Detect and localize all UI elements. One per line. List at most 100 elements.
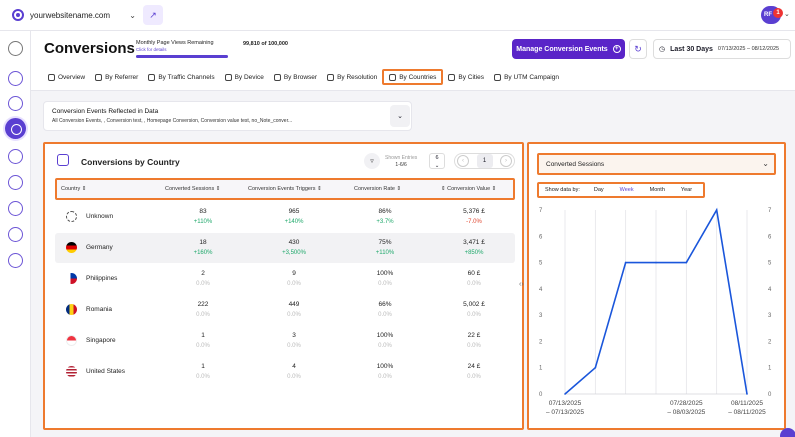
help-icon[interactable] bbox=[780, 428, 795, 437]
cell-value: 1 bbox=[201, 363, 205, 370]
cell-value: 22 £ 0.0% bbox=[444, 331, 504, 351]
tab-label: By Referrer bbox=[105, 73, 139, 81]
external-link-icon[interactable]: ↗ bbox=[143, 5, 163, 25]
col-country[interactable]: Country ⇕ bbox=[61, 186, 87, 192]
current-page[interactable]: 1 bbox=[476, 154, 493, 168]
tab-by-browser[interactable]: By Browser bbox=[269, 69, 322, 85]
plus-icon: + bbox=[612, 45, 621, 53]
table-row[interactable]: United States 1 0.0% 4 0.0% 100% 0.0% 24 £ 0.0% bbox=[55, 357, 515, 387]
country-name: Singapore bbox=[86, 337, 116, 344]
cell-delta: +3.7% bbox=[376, 219, 394, 225]
tab-by-referrer[interactable]: By Referrer bbox=[90, 69, 143, 85]
per-page-value: 6 bbox=[435, 155, 439, 161]
y-tick-label-left: 4 bbox=[539, 287, 543, 293]
integrations-icon[interactable] bbox=[8, 253, 23, 268]
tab-by-resolution[interactable]: By Resolution bbox=[322, 69, 382, 85]
show-by-week[interactable]: Week bbox=[619, 187, 634, 193]
analytics-icon[interactable] bbox=[8, 71, 23, 86]
tab-by-countries[interactable]: By Countries bbox=[382, 69, 444, 85]
show-by-year[interactable]: Year bbox=[680, 187, 693, 193]
table-row[interactable]: Unknown 83 +110% 965 +140% 86% +3.7% 5,376 £ -7.… bbox=[55, 202, 515, 232]
tab-by-traffic-channels[interactable]: By Traffic Channels bbox=[143, 69, 219, 85]
survey-icon[interactable] bbox=[8, 175, 23, 190]
cell-value: 83 bbox=[199, 208, 207, 215]
tab-overview[interactable]: Overview bbox=[43, 69, 90, 85]
tab-label: By Countries bbox=[399, 73, 437, 81]
y-tick-label-left: 7 bbox=[539, 208, 543, 214]
collapse-icon[interactable] bbox=[8, 41, 23, 56]
show-by-day[interactable]: Day bbox=[593, 187, 604, 193]
y-tick-label-right: 1 bbox=[768, 366, 772, 372]
chevron-down-icon[interactable]: ⌄ bbox=[784, 11, 790, 18]
tab-label: By Resolution bbox=[337, 73, 378, 81]
shield-icon[interactable] bbox=[8, 201, 23, 216]
shown-entries: Shown Entries 1-6/6 bbox=[385, 155, 417, 169]
x-tick-label: – 08/03/2025 bbox=[667, 409, 705, 416]
device-icon bbox=[224, 73, 232, 81]
cell-triggers: 9 0.0% bbox=[264, 269, 324, 289]
table-icon bbox=[57, 154, 69, 166]
resize-handle[interactable]: ‹› bbox=[519, 281, 524, 288]
cell-sessions: 1 0.0% bbox=[173, 331, 233, 351]
notification-badge: 1 bbox=[773, 8, 783, 18]
site-selector[interactable]: yourwebsitename.com ⌄ bbox=[12, 6, 136, 24]
panel-title: Conversions by Country bbox=[81, 157, 180, 167]
y-tick-label-right: 3 bbox=[768, 313, 772, 319]
site-name: yourwebsitename.com bbox=[30, 10, 111, 20]
entries-per-page-select[interactable]: 6 ⌄ bbox=[429, 153, 445, 169]
cell-value: 3,471 £ +850% bbox=[444, 238, 504, 258]
cell-value: 24 £ 0.0% bbox=[444, 362, 504, 382]
col-conversion-rate[interactable]: Conversion Rate ⇕ bbox=[354, 186, 402, 192]
show-by-month[interactable]: Month bbox=[649, 187, 665, 193]
col-conversion-events-triggers[interactable]: Conversion Events Triggers ⇕ bbox=[248, 186, 322, 192]
tab-by-utm-campaign[interactable]: By UTM Campaign bbox=[489, 69, 564, 85]
quota-details-link[interactable]: Click for details bbox=[136, 47, 167, 52]
cell-delta: 0.0% bbox=[196, 343, 210, 349]
refresh-button[interactable]: ↻ bbox=[629, 39, 647, 59]
tab-label: By Device bbox=[234, 73, 264, 81]
cell-delta: 0.0% bbox=[196, 374, 210, 380]
table-row[interactable]: Germany 18 +160% 430 +3,500% 75% +110% 3,471 £ +… bbox=[55, 233, 515, 263]
y-tick-label-right: 4 bbox=[768, 287, 772, 293]
clock-icon: ◷ bbox=[659, 46, 666, 53]
chevron-down-icon[interactable]: ⌄ bbox=[390, 105, 410, 127]
browser-icon bbox=[273, 73, 281, 81]
col-conversion-value[interactable]: ⇕ Conversion Value ⇕ bbox=[441, 186, 497, 192]
conversion-events-filter[interactable]: Conversion Events Reflected in Data All … bbox=[43, 101, 412, 131]
filter-icon[interactable]: ▿ bbox=[364, 153, 380, 169]
prev-page-icon[interactable]: ‹ bbox=[457, 155, 469, 167]
cell-value: 965 bbox=[288, 208, 300, 215]
bag-icon[interactable] bbox=[8, 96, 23, 111]
gear-icon[interactable] bbox=[8, 227, 23, 242]
metric-select[interactable]: Converted Sessions ⌄ bbox=[537, 153, 776, 175]
tab-label: By UTM Campaign bbox=[504, 73, 559, 81]
table-row[interactable]: Philippines 2 0.0% 9 0.0% 100% 0.0% 60 £ 0.0% bbox=[55, 264, 515, 294]
scan-icon[interactable] bbox=[8, 149, 23, 164]
cell-triggers: 3 0.0% bbox=[264, 331, 324, 351]
y-tick-label-left: 3 bbox=[539, 313, 543, 319]
tab-label: By Traffic Channels bbox=[158, 73, 215, 81]
table-row[interactable]: Singapore 1 0.0% 3 0.0% 100% 0.0% 22 £ 0.0% bbox=[55, 326, 515, 356]
manage-conversion-events-button[interactable]: Manage Conversion Events + bbox=[512, 39, 625, 59]
conversions-icon[interactable] bbox=[5, 118, 26, 139]
cell-sessions: 18 +160% bbox=[173, 238, 233, 258]
date-range-picker[interactable]: ◷ Last 30 Days 07/13/2025 – 08/12/2025 bbox=[653, 39, 791, 59]
x-tick-label: – 08/11/2025 bbox=[728, 409, 766, 416]
y-tick-label-right: 0 bbox=[768, 392, 772, 398]
filter-values: All Conversion Events, , Conversion test… bbox=[52, 118, 293, 124]
table-row[interactable]: Romania 222 0.0% 449 0.0% 66% 0.0% 5,002 £ 0.0% bbox=[55, 295, 515, 325]
cell-value: 22 £ bbox=[467, 332, 481, 339]
next-page-icon[interactable]: › bbox=[500, 155, 512, 167]
cell-delta: 0.0% bbox=[287, 312, 301, 318]
cell-rate: 66% 0.0% bbox=[355, 300, 415, 320]
tab-by-device[interactable]: By Device bbox=[220, 69, 269, 85]
cell-delta: 0.0% bbox=[287, 281, 301, 287]
philippines-flag-icon bbox=[66, 273, 77, 284]
tab-by-cities[interactable]: By Cities bbox=[443, 69, 489, 85]
col-label: Country bbox=[61, 186, 81, 192]
chevron-down-icon: ⌄ bbox=[762, 159, 769, 168]
avatar[interactable]: RF 1 bbox=[761, 6, 783, 24]
col-converted-sessions[interactable]: Converted Sessions ⇕ bbox=[165, 186, 221, 192]
conversions-by-country-panel: Conversions by Country ▿ Shown Entries 1… bbox=[43, 142, 524, 430]
quota-progress-fill bbox=[136, 55, 228, 58]
